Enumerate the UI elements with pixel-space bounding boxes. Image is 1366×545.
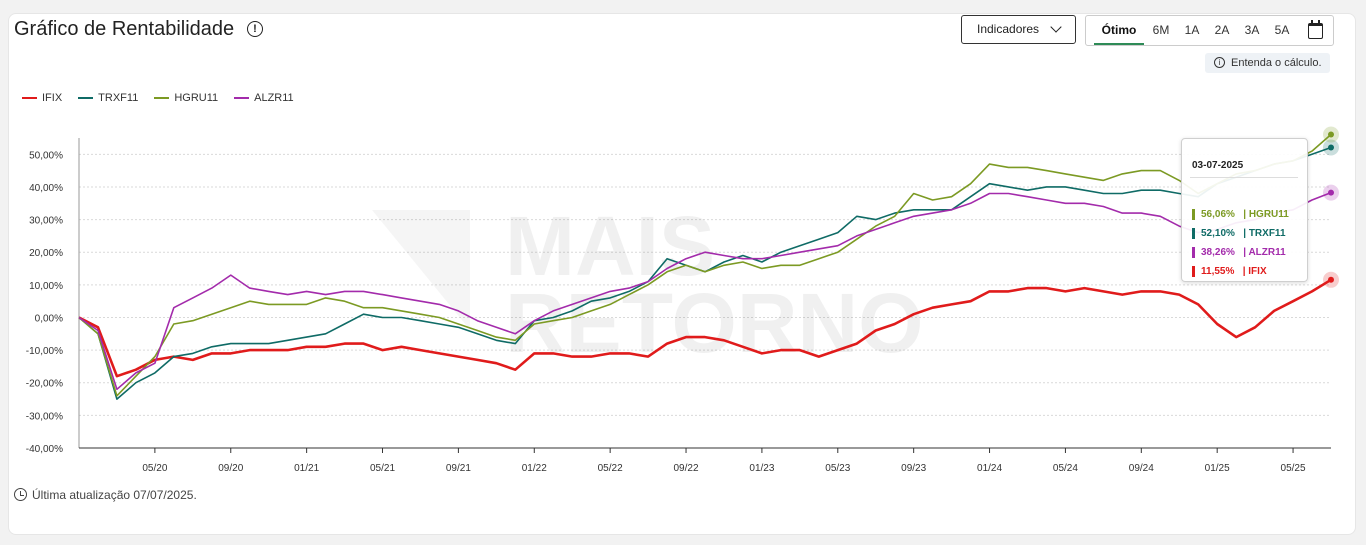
x-tick-label: 05/25 <box>1281 463 1306 474</box>
info-icon: i <box>1214 57 1225 68</box>
last-update-text: Última atualização 07/07/2025. <box>32 488 197 502</box>
indicators-dropdown[interactable]: Indicadores <box>961 15 1076 44</box>
legend-swatch <box>154 97 170 100</box>
indicators-label: Indicadores <box>977 22 1040 36</box>
calendar-icon[interactable] <box>1308 20 1323 39</box>
x-tick-label: 05/20 <box>142 463 167 474</box>
series-end-markers <box>1323 126 1339 288</box>
legend-label: TRXF11 <box>98 92 139 104</box>
tab-period-otimo[interactable]: Ótimo <box>1094 16 1144 45</box>
tooltip-row-text: 11,55% | IFIX <box>1201 266 1267 278</box>
info-icon[interactable]: ! <box>247 21 263 37</box>
tab-period-6m[interactable]: 6M <box>1152 23 1170 37</box>
tooltip-color-bar <box>1192 228 1195 239</box>
tab-period-3a[interactable]: 3A <box>1244 23 1260 37</box>
tooltip-row: 38,26% | ALZR11 <box>1192 247 1286 258</box>
tooltip-row-text: 38,26% | ALZR11 <box>1201 247 1286 259</box>
x-tick-label: 09/24 <box>1129 463 1154 474</box>
y-tick-label: 10,00% <box>29 281 63 292</box>
series-line-ifix <box>78 278 1332 378</box>
x-tick-label: 05/24 <box>1053 463 1078 474</box>
y-tick-label: 40,00% <box>29 183 63 194</box>
y-tick-label: -30,00% <box>26 411 63 422</box>
y-axis: 50,00% 40,00% 30,00% 20,00% 10,00% 0,00% -10,0… <box>26 138 80 455</box>
tab-period-5a[interactable]: 5A <box>1274 23 1290 37</box>
legend-swatch <box>22 97 37 100</box>
legend-label: HGRU11 <box>174 92 219 104</box>
tooltip-date: 03-07-2025 <box>1192 160 1244 171</box>
chart-grid <box>79 153 1331 449</box>
x-axis: 05/20 09/20 01/21 05/21 09/21 01/22 05/22 09/22… <box>79 447 1331 474</box>
y-tick-label: 20,00% <box>29 248 63 259</box>
tooltip-row: 11,55% | IFIX <box>1192 266 1267 277</box>
y-tick-label: -40,00% <box>26 444 63 455</box>
x-tick-label: 09/22 <box>674 463 699 474</box>
last-update: Última atualização 07/07/2025. <box>14 488 197 502</box>
tooltip-row-text: 56,06% | HGRU11 <box>1201 209 1289 221</box>
series-line-alzr11 <box>78 191 1332 391</box>
x-tick-label: 05/23 <box>825 463 850 474</box>
clock-icon <box>14 488 27 501</box>
watermark-arrow-icon <box>372 210 470 330</box>
y-tick-label: 0,00% <box>35 313 63 324</box>
calculation-hint-link[interactable]: i Entenda o cálculo. <box>1205 53 1330 73</box>
tooltip-row: 52,10% | TRXF11 <box>1192 228 1286 239</box>
legend-item-alzr11[interactable]: ALZR11 <box>234 92 294 104</box>
watermark-word: MAIS <box>505 199 715 293</box>
marker-point-alzr11 <box>1328 189 1334 196</box>
marker-point-trxf11 <box>1328 144 1334 151</box>
chart-legend: IFIX TRXF11 HGRU11 ALZR11 <box>22 92 310 104</box>
x-tick-label: 05/21 <box>370 463 395 474</box>
x-tick-label: 01/25 <box>1205 463 1230 474</box>
x-tick-label: 09/20 <box>218 463 243 474</box>
x-tick-label: 05/22 <box>598 463 623 474</box>
y-tick-label: 50,00% <box>29 150 63 161</box>
tooltip-color-bar <box>1192 247 1195 258</box>
tooltip-row-text: 52,10% | TRXF11 <box>1201 228 1286 240</box>
legend-swatch <box>78 97 94 100</box>
y-tick-label: -20,00% <box>26 379 63 390</box>
marker-point-ifix <box>1328 276 1334 283</box>
x-tick-label: 09/21 <box>446 463 471 474</box>
x-tick-label: 01/22 <box>522 463 547 474</box>
legend-item-trxf11[interactable]: TRXF11 <box>78 92 138 104</box>
x-tick-label: 09/23 <box>901 463 926 474</box>
legend-item-hgru11[interactable]: HGRU11 <box>154 92 218 104</box>
x-tick-label: 01/24 <box>977 463 1002 474</box>
legend-label: ALZR11 <box>254 92 294 104</box>
chart-tooltip: 03-07-2025 56,06% | HGRU11 52,10% | TRXF1… <box>1181 138 1308 282</box>
watermark-word: RETORNO <box>505 276 923 370</box>
y-tick-label: 30,00% <box>29 216 63 227</box>
legend-item-ifix[interactable]: IFIX <box>22 92 62 104</box>
hint-label: Entenda o cálculo. <box>1231 57 1322 69</box>
page-title: Gráfico de Rentabilidade <box>14 18 235 40</box>
series-line-hgru11 <box>78 133 1332 397</box>
legend-swatch <box>234 97 250 100</box>
legend-label: IFIX <box>42 92 63 104</box>
x-tick-label: 01/23 <box>749 463 774 474</box>
tab-period-2a[interactable]: 2A <box>1214 23 1230 37</box>
x-tick-label: 01/21 <box>294 463 319 474</box>
tab-period-1a[interactable]: 1A <box>1184 23 1200 37</box>
tooltip-color-bar <box>1192 266 1195 277</box>
period-selector: Ótimo 6M 1A 2A 3A 5A <box>1085 15 1334 46</box>
tooltip-divider <box>1190 177 1298 178</box>
tooltip-color-bar <box>1192 209 1195 220</box>
tooltip-row: 56,06% | HGRU11 <box>1192 209 1289 220</box>
marker-point-hgru11 <box>1328 131 1334 138</box>
series-lines <box>78 133 1332 400</box>
y-tick-label: -10,00% <box>26 346 63 357</box>
